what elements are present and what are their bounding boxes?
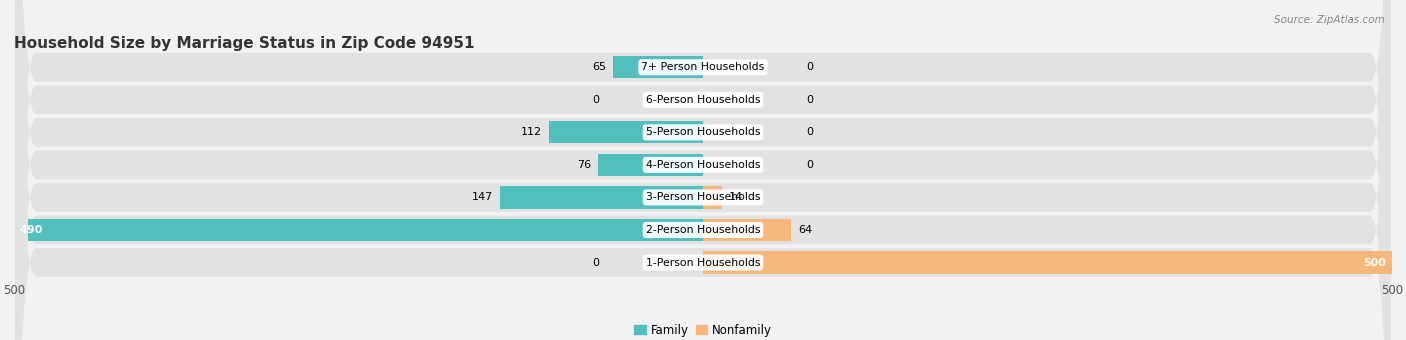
FancyBboxPatch shape [15,0,1391,340]
Text: 2-Person Households: 2-Person Households [645,225,761,235]
Text: 0: 0 [807,160,813,170]
FancyBboxPatch shape [15,0,1391,340]
FancyBboxPatch shape [15,0,1391,340]
Legend: Family, Nonfamily: Family, Nonfamily [630,319,776,340]
Bar [599,154,703,176]
Bar [501,186,703,208]
Bar [703,219,792,241]
FancyBboxPatch shape [15,0,1391,340]
Text: 0: 0 [807,95,813,105]
Text: 1-Person Households: 1-Person Households [645,257,761,268]
Text: 76: 76 [578,160,592,170]
Text: 3-Person Households: 3-Person Households [645,192,761,202]
FancyBboxPatch shape [15,0,1391,340]
Text: 7+ Person Households: 7+ Person Households [641,62,765,72]
FancyBboxPatch shape [15,0,1391,340]
Bar [703,252,1392,274]
Bar [613,56,703,78]
Text: 147: 147 [472,192,494,202]
Text: Source: ZipAtlas.com: Source: ZipAtlas.com [1274,15,1385,25]
Text: 4-Person Households: 4-Person Households [645,160,761,170]
FancyBboxPatch shape [15,0,1391,340]
Text: Household Size by Marriage Status in Zip Code 94951: Household Size by Marriage Status in Zip… [14,36,475,51]
Bar [28,219,703,241]
Text: 5-Person Households: 5-Person Households [645,128,761,137]
Text: 0: 0 [807,128,813,137]
Text: 0: 0 [593,95,599,105]
Text: 112: 112 [520,128,541,137]
Text: 0: 0 [807,62,813,72]
Text: 6-Person Households: 6-Person Households [645,95,761,105]
Text: 490: 490 [20,225,44,235]
Text: 14: 14 [730,192,744,202]
Bar [548,121,703,143]
Text: 65: 65 [592,62,606,72]
Text: 0: 0 [593,257,599,268]
Text: 500: 500 [1364,257,1386,268]
Bar [703,186,723,208]
Text: 64: 64 [799,225,813,235]
